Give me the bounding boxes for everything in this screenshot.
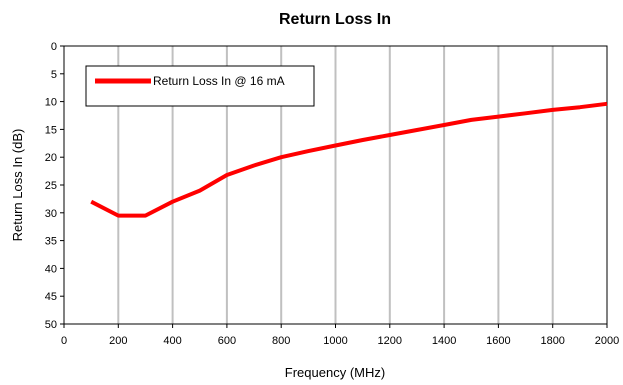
- y-tick-label: 10: [45, 97, 57, 109]
- y-tick-label: 25: [45, 180, 57, 192]
- y-tick-label: 15: [45, 124, 57, 136]
- y-tick-label: 5: [51, 69, 57, 81]
- x-axis-ticks: 0 200 400 600 800 1000 1200 1400 1600 1800 2000: [61, 324, 619, 347]
- x-tick-label: 1400: [432, 335, 456, 347]
- x-tick-label: 1000: [323, 335, 347, 347]
- x-axis-label: Frequency (MHz): [285, 365, 385, 380]
- x-tick-label: 2000: [595, 335, 619, 347]
- series-line: [90, 101, 608, 218]
- legend: Return Loss In @ 16 mA: [85, 65, 315, 107]
- y-tick-label: 20: [45, 152, 57, 164]
- y-tick-label: 50: [45, 319, 57, 331]
- y-tick-label: 35: [45, 236, 57, 248]
- x-tick-label: 800: [272, 335, 290, 347]
- y-tick-label: 45: [45, 291, 57, 303]
- series-layer: [90, 101, 608, 218]
- y-axis-label: Return Loss In (dB): [10, 129, 25, 242]
- y-tick-label: 30: [45, 208, 57, 220]
- legend-label: Return Loss In @ 16 mA: [153, 74, 285, 88]
- chart-title: Return Loss In: [279, 11, 391, 28]
- x-tick-label: 1200: [378, 335, 402, 347]
- x-tick-label: 0: [61, 335, 67, 347]
- x-tick-label: 600: [218, 335, 236, 347]
- x-tick-label: 400: [163, 335, 181, 347]
- x-tick-label: 200: [109, 335, 127, 347]
- legend-box: [85, 65, 315, 107]
- y-axis-ticks: 0 5 10 15 20 25 30 35 40 45 50: [45, 41, 64, 331]
- x-tick-label: 1600: [486, 335, 510, 347]
- x-tick-label: 1800: [540, 335, 564, 347]
- y-tick-label: 40: [45, 263, 57, 275]
- y-tick-label: 0: [51, 41, 57, 53]
